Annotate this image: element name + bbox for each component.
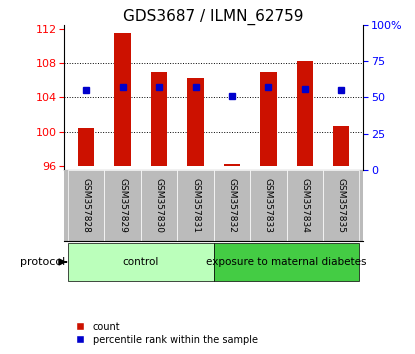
Bar <box>260 72 276 166</box>
Bar <box>250 170 287 241</box>
Text: control: control <box>123 257 159 267</box>
Text: exposure to maternal diabetes: exposure to maternal diabetes <box>206 257 367 267</box>
Bar <box>224 164 240 166</box>
Bar <box>68 170 105 241</box>
Bar <box>151 72 167 166</box>
Legend: count, percentile rank within the sample: count, percentile rank within the sample <box>69 321 259 346</box>
Text: GSM357835: GSM357835 <box>337 178 346 233</box>
Text: GSM357828: GSM357828 <box>82 178 91 233</box>
Text: GSM357833: GSM357833 <box>264 178 273 233</box>
Bar <box>105 170 141 241</box>
Text: GSM357832: GSM357832 <box>227 178 237 233</box>
Bar <box>68 243 214 281</box>
Bar <box>78 128 94 166</box>
Bar <box>214 170 250 241</box>
Bar <box>287 170 323 241</box>
Text: GSM357834: GSM357834 <box>300 178 309 233</box>
Bar <box>177 170 214 241</box>
Text: protocol: protocol <box>20 257 65 267</box>
Bar <box>214 243 359 281</box>
Text: GSM357829: GSM357829 <box>118 178 127 233</box>
Title: GDS3687 / ILMN_62759: GDS3687 / ILMN_62759 <box>124 8 304 25</box>
Bar <box>115 33 131 166</box>
Bar <box>141 170 177 241</box>
Bar <box>323 170 359 241</box>
Bar <box>333 126 349 166</box>
Bar <box>187 78 204 166</box>
Bar <box>297 62 313 166</box>
Text: GSM357830: GSM357830 <box>154 178 164 233</box>
Text: GSM357831: GSM357831 <box>191 178 200 233</box>
